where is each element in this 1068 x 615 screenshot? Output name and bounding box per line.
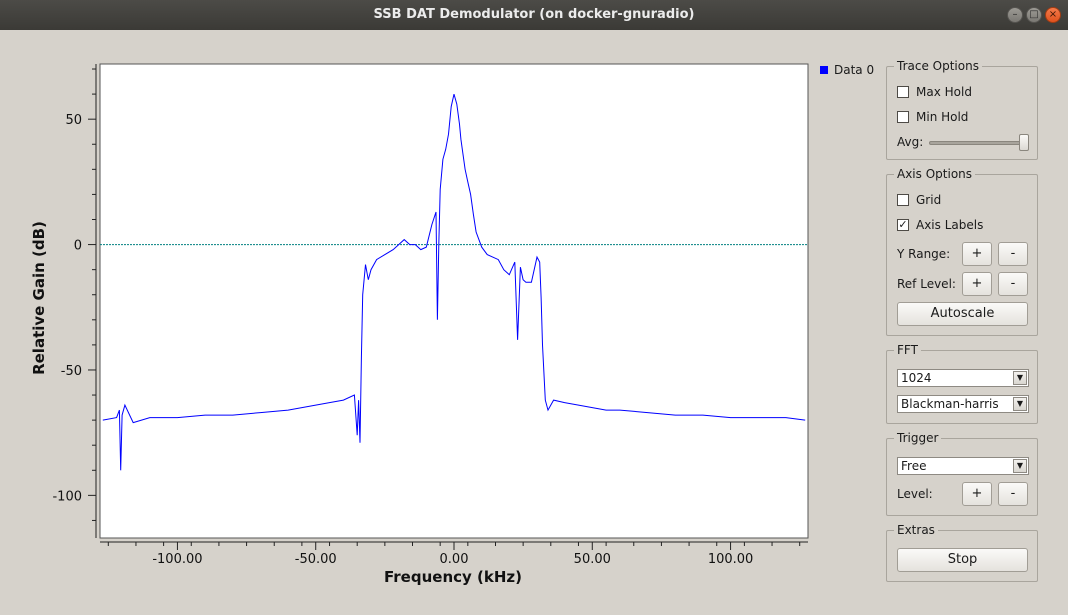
trigger-level-label: Level: [897,487,933,501]
x-axis-title: Frequency (kHz) [384,568,522,586]
autoscale-button[interactable]: Autoscale [897,302,1028,326]
y-tick-label: 50 [65,113,82,128]
ref-level-minus-button[interactable]: - [998,272,1028,296]
fft-title: FFT [894,343,921,357]
trigger-group: Trigger Free ▼ Level: + - [886,431,1038,516]
ref-level-row: Ref Level: [897,277,956,291]
fft-size-value: 1024 [901,371,932,385]
fft-window-value: Blackman-harris [901,397,999,411]
avg-slider-handle[interactable] [1019,134,1029,151]
x-tick-label: 50.00 [574,552,611,567]
grid-checkbox[interactable]: Grid [897,193,941,207]
trigger-level-row: Level: [897,487,933,501]
close-icon[interactable]: × [1045,7,1061,23]
trigger-mode-value: Free [901,459,927,473]
minimize-icon[interactable]: – [1007,7,1023,23]
title-bar: SSB DAT Demodulator (on docker-gnuradio)… [0,0,1068,30]
fft-window-select[interactable]: Blackman-harris ▼ [897,395,1029,413]
chevron-down-icon[interactable]: ▼ [1013,397,1027,411]
avg-label: Avg: [897,135,924,149]
stop-button[interactable]: Stop [897,548,1028,572]
max-hold-label: Max Hold [916,85,972,99]
trigger-mode-select[interactable]: Free ▼ [897,457,1029,475]
min-hold-checkbox[interactable]: Min Hold [897,110,968,124]
trigger-level-minus-button[interactable]: - [998,482,1028,506]
avg-row: Avg: [897,135,923,149]
trace-options-group: Trace Options Max Hold Min Hold Avg: [886,59,1038,160]
axis-options-title: Axis Options [894,167,976,181]
x-tick-label: 100.00 [708,552,754,567]
y-range-minus-button[interactable]: - [998,242,1028,266]
y-range-row: Y Range: [897,247,950,261]
max-hold-checkbox[interactable]: Max Hold [897,85,972,99]
checkmark-icon[interactable]: ✓ [897,218,909,231]
avg-slider[interactable] [929,141,1025,145]
frequency-plot[interactable]: 500-50-100 -100.00 -50.00 0.00 50.00 100.00 … [0,30,815,615]
axis-labels-checkbox[interactable]: ✓ Axis Labels [897,218,983,232]
plot-canvas [99,63,809,539]
x-tick-label: -50.00 [295,552,337,567]
axis-options-group: Axis Options Grid ✓ Axis Labels Y Range:… [886,167,1038,336]
extras-group: Extras Stop [886,523,1038,582]
legend[interactable]: Data 0 [820,63,874,77]
y-range-plus-button[interactable]: + [962,242,992,266]
x-tick-label: 0.00 [440,552,469,567]
axis-labels-label: Axis Labels [916,218,984,232]
checkbox-icon[interactable] [897,194,909,206]
trigger-title: Trigger [894,431,942,445]
window-title: SSB DAT Demodulator (on docker-gnuradio) [373,7,695,22]
trigger-level-plus-button[interactable]: + [962,482,992,506]
grid-label: Grid [916,193,942,207]
chevron-down-icon[interactable]: ▼ [1013,459,1027,473]
y-tick-label: -100 [52,489,82,504]
x-axis: -100.00 -50.00 0.00 50.00 100.00 [100,541,808,567]
trace-options-title: Trace Options [894,59,982,73]
y-tick-label: -50 [61,364,82,379]
trace-line-data-0 [102,93,806,471]
fft-size-select[interactable]: 1024 ▼ [897,369,1029,387]
y-axis-title: Relative Gain (dB) [30,221,48,375]
maximize-icon[interactable]: □ [1026,7,1042,23]
x-tick-label: -100.00 [152,552,202,567]
checkbox-icon[interactable] [897,111,909,123]
ref-level-label: Ref Level: [897,277,956,291]
y-axis: 50 0 -50 -100 [52,64,97,538]
extras-title: Extras [894,523,938,537]
legend-swatch [820,66,828,74]
chevron-down-icon[interactable]: ▼ [1013,371,1027,385]
fft-group: FFT 1024 ▼ Blackman-harris ▼ [886,343,1038,424]
y-tick-label: 0 [74,239,82,254]
y-range-label: Y Range: [897,247,951,261]
legend-label: Data 0 [834,63,875,77]
min-hold-label: Min Hold [916,110,969,124]
checkbox-icon[interactable] [897,86,909,98]
ref-level-plus-button[interactable]: + [962,272,992,296]
